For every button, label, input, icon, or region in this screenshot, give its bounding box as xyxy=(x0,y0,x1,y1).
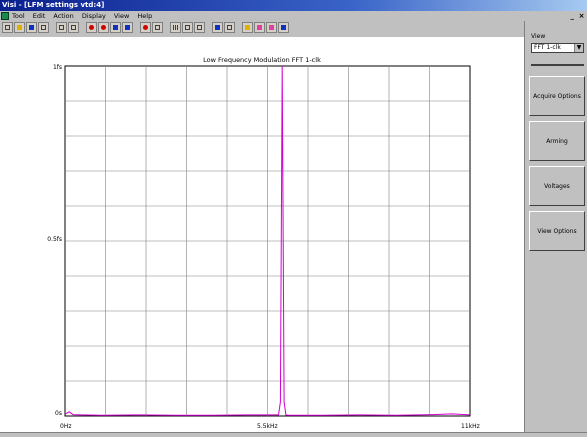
window-title: Visi - [LFM settings vtd:4] xyxy=(2,1,105,9)
status-bar xyxy=(0,432,587,437)
y-tick-label: 0.5fs xyxy=(47,236,62,243)
y-tick-label: 0s xyxy=(55,410,62,417)
step-icon[interactable] xyxy=(110,22,121,33)
arming-button[interactable]: Arming xyxy=(529,121,585,161)
view-options-button[interactable]: View Options xyxy=(529,211,585,251)
print-preview-icon[interactable] xyxy=(2,22,13,33)
record-icon[interactable] xyxy=(98,22,109,33)
app-icon[interactable] xyxy=(1,12,9,20)
grid-icon[interactable] xyxy=(170,22,181,33)
display-icon[interactable] xyxy=(212,22,223,33)
help-icon[interactable] xyxy=(242,22,253,33)
divider xyxy=(531,64,584,66)
minimize-icon[interactable]: _ xyxy=(570,12,575,20)
side-panel: View FFT 1-clk ▼ Acquire Options Arming … xyxy=(524,21,587,432)
series-line xyxy=(64,65,471,416)
y-tick-label: 1fs xyxy=(52,64,62,71)
menu-display[interactable]: Display xyxy=(81,12,106,20)
settings-icon[interactable] xyxy=(86,22,97,33)
menu-help[interactable]: Help xyxy=(137,12,153,20)
menu-action[interactable]: Action xyxy=(53,12,74,20)
chevron-down-icon[interactable]: ▼ xyxy=(574,44,583,52)
x-tick-label: 5.5kHz xyxy=(257,423,278,430)
cursor-icon[interactable] xyxy=(182,22,193,33)
view-label: View xyxy=(531,33,546,40)
print-icon[interactable] xyxy=(38,22,49,33)
marker-icon[interactable] xyxy=(254,22,265,33)
x-tick-label: 0Hz xyxy=(60,423,72,430)
analysis-icon[interactable] xyxy=(266,22,277,33)
fast-forward-icon[interactable] xyxy=(152,22,163,33)
plot-area xyxy=(0,37,524,432)
title-bar: Visi - [LFM settings vtd:4] xyxy=(0,0,587,11)
measure-icon[interactable] xyxy=(194,22,205,33)
menu-bar: Tool Edit Action Display View Help _ × xyxy=(0,11,587,21)
run-icon[interactable] xyxy=(140,22,151,33)
open-folder-icon[interactable] xyxy=(14,22,25,33)
gridlines xyxy=(65,66,470,416)
menu-view[interactable]: View xyxy=(113,12,130,20)
window-icon[interactable] xyxy=(68,22,79,33)
fft-chart xyxy=(64,65,471,417)
voltages-button[interactable]: Voltages xyxy=(529,166,585,206)
chart-title: Low Frequency Modulation FFT 1-clk xyxy=(203,56,321,64)
save-icon[interactable] xyxy=(26,22,37,33)
x-tick-label: 11kHz xyxy=(461,423,480,430)
zoom-icon[interactable] xyxy=(122,22,133,33)
menu-tool[interactable]: Tool xyxy=(12,12,25,20)
menu-edit[interactable]: Edit xyxy=(32,12,46,20)
view-select[interactable]: FFT 1-clk ▼ xyxy=(531,43,584,53)
close-icon[interactable]: × xyxy=(578,12,585,20)
acquire-options-button[interactable]: Acquire Options xyxy=(529,76,585,116)
toolbar xyxy=(0,21,524,37)
context-help-icon[interactable] xyxy=(278,22,289,33)
view-select-value: FFT 1-clk xyxy=(534,44,561,51)
chart-icon[interactable] xyxy=(224,22,235,33)
copy-icon[interactable] xyxy=(56,22,67,33)
